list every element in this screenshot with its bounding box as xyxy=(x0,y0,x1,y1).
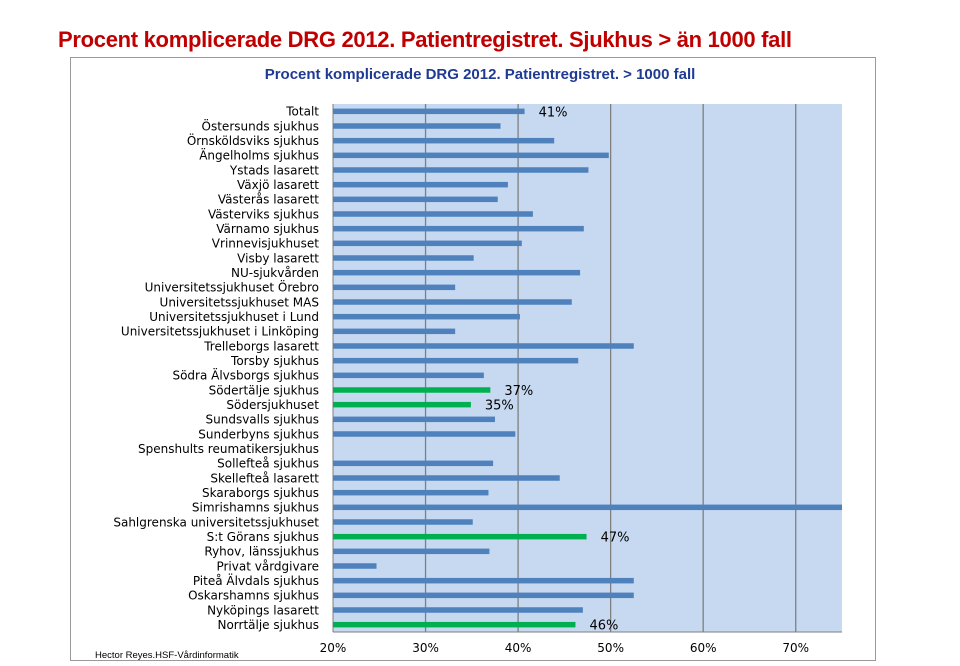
chart-title: Procent komplicerade DRG 2012. Patientre… xyxy=(264,66,696,83)
y-category-label: Södersjukhuset xyxy=(226,398,319,412)
y-category-label: Spenshults reumatikersjukhus xyxy=(138,442,319,456)
y-category-label: Östersunds sjukhus xyxy=(202,117,319,133)
bar xyxy=(333,225,584,232)
bar xyxy=(333,328,456,335)
bar xyxy=(333,504,842,511)
bar xyxy=(333,387,491,393)
y-category-label: Ryhov, länssjukhus xyxy=(204,545,319,559)
bar xyxy=(333,313,520,320)
y-category-label: Privat vårdgivare xyxy=(216,559,319,573)
bar xyxy=(333,240,522,247)
y-category-label: Universitetssjukhuset Örebro xyxy=(145,279,319,295)
bar xyxy=(333,108,525,115)
y-category-label: Värnamo sjukhus xyxy=(216,222,319,236)
y-category-label: S:t Görans sjukhus xyxy=(207,530,319,544)
y-category-label: Södertälje sjukhus xyxy=(209,383,319,397)
x-tick-label: 70% xyxy=(782,641,809,655)
bar xyxy=(333,548,490,555)
bar xyxy=(333,357,579,364)
y-category-label: Ystads lasarett xyxy=(229,163,319,177)
y-category-label: Trelleborgs lasarett xyxy=(203,339,319,353)
bar xyxy=(333,592,634,599)
page-title: Procent komplicerade DRG 2012. Patientre… xyxy=(58,27,792,52)
x-tick-label: 50% xyxy=(597,641,624,655)
bar xyxy=(333,607,583,613)
bar xyxy=(333,401,471,408)
y-category-label: Skaraborgs sjukhus xyxy=(202,486,319,500)
y-category-label: Nyköpings lasarett xyxy=(207,603,319,617)
y-category-label: NU-sjukvården xyxy=(231,266,319,280)
bar xyxy=(333,621,576,628)
x-tick-label: 40% xyxy=(505,641,532,655)
y-category-label: Norrtälje sjukhus xyxy=(217,618,319,632)
bar xyxy=(333,152,609,159)
bar xyxy=(333,123,501,129)
y-category-label: Sunderbyns sjukhus xyxy=(198,427,319,441)
bar xyxy=(333,211,533,217)
bar xyxy=(333,533,587,540)
data-label: 41% xyxy=(539,105,568,120)
y-category-label: Skellefteå lasarett xyxy=(210,471,319,485)
bar xyxy=(333,181,508,188)
x-tick-label: 30% xyxy=(412,641,439,655)
bar xyxy=(333,431,516,437)
y-category-label: Sollefteå sjukhus xyxy=(217,457,319,471)
y-category-label: Oskarshamns sjukhus xyxy=(188,589,319,603)
y-category-label: Totalt xyxy=(285,105,319,119)
y-category-label: Torsby sjukhus xyxy=(230,354,319,368)
bar xyxy=(333,460,494,467)
y-category-label: Universitetssjukhuset i Lund xyxy=(149,310,319,324)
bar xyxy=(333,284,456,291)
data-label: 37% xyxy=(504,384,533,399)
x-tick-label: 20% xyxy=(320,641,347,655)
y-category-label: Simrishamns sjukhus xyxy=(192,501,319,515)
bar xyxy=(333,577,634,584)
y-category-label: Södra Älvsborgs sjukhus xyxy=(172,368,319,383)
y-category-label: Visby lasarett xyxy=(237,251,319,265)
y-category-label: Västerås lasarett xyxy=(218,193,319,207)
bar xyxy=(333,475,560,481)
x-tick-label: 60% xyxy=(690,641,717,655)
bar xyxy=(333,563,377,569)
bar xyxy=(333,416,495,423)
bar xyxy=(333,299,572,305)
y-category-label: Vrinnevisjukhuset xyxy=(212,237,319,251)
data-label: 35% xyxy=(485,399,514,414)
y-category-label: Ängelholms sjukhus xyxy=(199,148,319,163)
y-category-label: Sundsvalls sjukhus xyxy=(206,413,320,427)
bar xyxy=(333,167,589,173)
bar xyxy=(333,489,489,496)
y-category-label: Universitetssjukhuset MAS xyxy=(160,295,319,309)
bar xyxy=(333,255,474,261)
chart-frame xyxy=(70,57,876,661)
bar xyxy=(333,137,555,144)
y-category-label: Universitetssjukhuset i Linköping xyxy=(121,325,319,339)
y-category-label: Växjö lasarett xyxy=(237,178,319,192)
y-category-label: Sahlgrenska universitetssjukhuset xyxy=(113,515,319,529)
y-category-label: Västerviks sjukhus xyxy=(208,207,319,221)
bar xyxy=(333,269,581,276)
data-label: 47% xyxy=(601,531,630,546)
bar xyxy=(333,519,473,525)
y-category-label: Piteå Älvdals sjukhus xyxy=(193,573,319,588)
bar xyxy=(333,372,484,379)
data-label: 46% xyxy=(589,619,618,634)
bar xyxy=(333,196,498,203)
y-category-label: Örnsköldsviks sjukhus xyxy=(187,132,319,148)
credit-text: Hector Reyes.HSF-Vårdinformatik xyxy=(95,650,239,661)
plot-area xyxy=(333,104,842,632)
bar xyxy=(333,343,634,349)
